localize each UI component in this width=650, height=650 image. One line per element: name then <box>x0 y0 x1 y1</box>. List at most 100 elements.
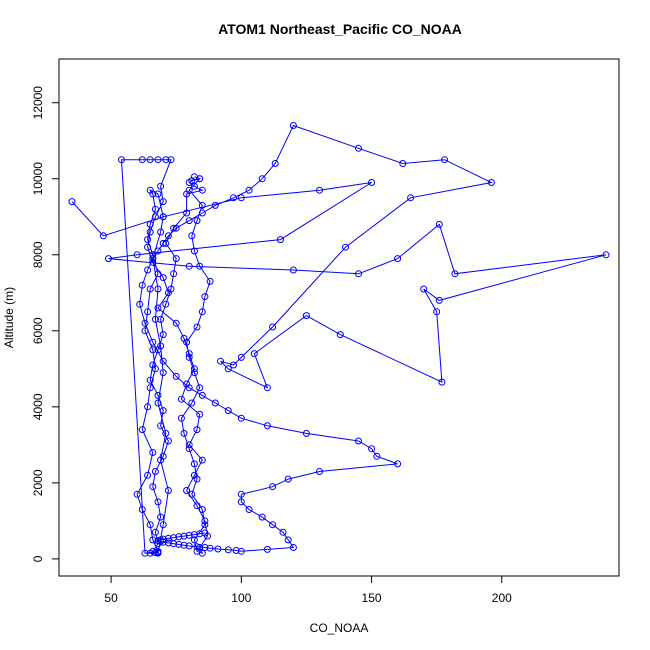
data-point <box>170 270 178 278</box>
data-point <box>159 357 167 365</box>
data-point <box>193 323 201 331</box>
data-point <box>154 498 162 506</box>
data-point <box>118 156 125 164</box>
data-point <box>224 546 232 554</box>
data-point <box>175 533 183 541</box>
data-point <box>289 544 297 551</box>
data-point <box>284 475 292 483</box>
data-point <box>144 471 152 479</box>
data-point <box>284 536 292 544</box>
data-point <box>237 414 245 422</box>
data-point <box>159 407 167 415</box>
data-point <box>302 429 310 437</box>
data-point <box>146 549 154 557</box>
data-point <box>149 483 157 491</box>
data-point <box>211 201 219 209</box>
data-point <box>316 468 323 475</box>
data-point <box>368 445 376 453</box>
data-point <box>355 437 362 445</box>
data-point <box>68 198 76 206</box>
data-point <box>336 331 344 339</box>
data-point <box>198 456 206 464</box>
data-point <box>167 285 175 293</box>
data-point <box>157 422 165 430</box>
series-line <box>71 124 607 552</box>
data-point <box>193 543 201 551</box>
chart-title: ATOM1 Northeast_Pacific CO_NOAA <box>218 21 462 37</box>
data-point <box>269 483 277 491</box>
data-point <box>154 548 162 556</box>
data-point <box>144 243 152 251</box>
x-axis-label: CO_NOAA <box>310 621 369 635</box>
data-point <box>162 300 170 308</box>
data-point <box>157 315 165 323</box>
data-point <box>196 410 204 418</box>
data-point <box>185 262 193 270</box>
data-point <box>162 156 170 164</box>
data-point <box>190 369 198 377</box>
y-axis-label: Altitude (m) <box>2 287 16 348</box>
data-point <box>196 384 204 392</box>
data-point <box>433 308 441 316</box>
x-tick-label: 100 <box>231 591 251 605</box>
data-point <box>172 319 180 327</box>
x-tick-label: 50 <box>104 591 118 605</box>
data-point <box>193 547 201 555</box>
data-point <box>394 460 402 468</box>
data-point <box>342 243 349 251</box>
data-point <box>149 338 157 346</box>
data-point <box>159 331 167 339</box>
data-point <box>183 209 191 217</box>
data-point <box>224 407 232 415</box>
data-point <box>399 160 407 167</box>
data-point <box>136 300 144 308</box>
data-point <box>164 534 172 542</box>
data-point <box>159 239 167 247</box>
data-point <box>198 201 206 209</box>
data-point <box>133 251 141 259</box>
data-point <box>151 468 159 475</box>
data-point <box>185 384 193 392</box>
data-point <box>237 194 245 202</box>
data-point <box>237 353 245 361</box>
data-point <box>154 156 162 164</box>
data-point <box>185 350 193 358</box>
y-tick-label: 0 <box>31 555 45 562</box>
data-point <box>188 399 196 407</box>
data-point <box>138 156 146 164</box>
data-point <box>237 490 245 498</box>
x-tick-label: 150 <box>362 591 382 605</box>
data-point <box>159 369 167 377</box>
data-point <box>190 531 198 539</box>
data-point <box>99 232 107 240</box>
data-point <box>146 285 154 293</box>
data-point <box>394 255 402 263</box>
data-point <box>289 266 297 274</box>
data-point <box>230 361 237 369</box>
data-point <box>154 346 162 354</box>
data-point <box>435 220 443 228</box>
data-point <box>149 449 157 456</box>
data-point <box>151 549 159 557</box>
data-point <box>263 384 271 392</box>
data-point <box>151 213 159 221</box>
data-point <box>154 399 162 407</box>
data-point <box>146 521 154 529</box>
data-point <box>164 487 172 494</box>
data-point <box>185 179 193 186</box>
data-point <box>263 545 271 553</box>
data-point <box>258 513 266 521</box>
data-point <box>154 391 162 399</box>
data-point <box>172 372 180 380</box>
data-point <box>138 281 146 289</box>
data-point <box>279 528 287 536</box>
data-point <box>258 175 266 183</box>
data-point <box>211 399 219 407</box>
data-point <box>180 532 188 540</box>
data-point <box>185 217 193 225</box>
data-point <box>149 361 157 369</box>
data-point <box>159 452 167 460</box>
data-point <box>190 460 198 468</box>
y-tick-label: 10000 <box>31 162 45 196</box>
